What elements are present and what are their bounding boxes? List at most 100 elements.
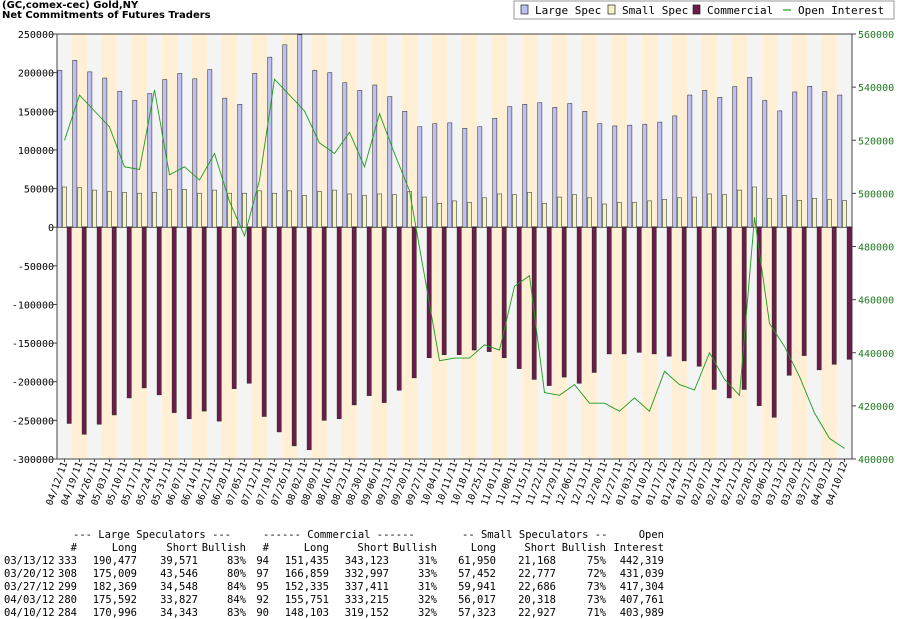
large-spec-bar <box>687 94 693 228</box>
commercial-bar <box>276 226 282 433</box>
commercial-bar <box>96 226 102 425</box>
large-spec-bar <box>627 124 633 228</box>
row-date: 03/13/12 <box>4 555 55 567</box>
table-cell: 337,411 <box>344 581 389 593</box>
large-spec-bar <box>507 106 513 228</box>
large-spec-bar <box>822 91 828 228</box>
commercial-bar <box>696 226 702 367</box>
commercial-bar <box>411 226 417 379</box>
small-spec-bar <box>422 196 427 228</box>
col-header: Short <box>166 542 198 554</box>
table-cell: 84% <box>227 581 246 593</box>
table-cell: 32% <box>418 607 437 619</box>
commercial-bar <box>141 226 147 389</box>
commercial-bar <box>561 226 567 378</box>
large-spec-bar <box>237 104 243 228</box>
small-spec-bar <box>797 200 802 228</box>
commercial-bar <box>576 226 582 384</box>
large-spec-bar <box>72 60 78 228</box>
large-spec-bar <box>762 100 768 228</box>
large-spec-bar <box>792 91 798 228</box>
large-spec-bar <box>657 121 663 228</box>
table-cell: 299 <box>58 581 77 593</box>
commercial-bar <box>801 226 807 356</box>
commercial-bar <box>441 226 447 355</box>
legend-swatch <box>520 4 529 15</box>
row-date: 03/20/12 <box>4 568 55 580</box>
table-group-header-row: --- Large Speculators --- ------ Commerci… <box>0 529 897 541</box>
table-cell: 31% <box>418 555 437 567</box>
large-spec-bar <box>582 111 588 228</box>
table-cell: 431,039 <box>619 568 664 580</box>
table-cell: 190,477 <box>92 555 137 567</box>
large-spec-bar <box>417 126 423 228</box>
legend: Large Spec Small Spec Commercial Open Inter… <box>513 0 895 20</box>
commercial-bar <box>651 226 657 355</box>
table-cell: 175,592 <box>92 594 137 606</box>
table-cell: 280 <box>58 594 77 606</box>
large-spec-bar <box>342 82 348 228</box>
commercial-bar <box>681 226 687 362</box>
chart-subtitle: Net Commitments of Futures Traders <box>2 10 211 21</box>
commercial-bar <box>471 226 477 351</box>
table-cell: 166,859 <box>284 568 329 580</box>
large-spec-bar <box>252 73 258 228</box>
table-cell: 319,152 <box>344 607 389 619</box>
small-spec-bar <box>302 195 307 228</box>
table-row: 04/03/12 280 175,592 33,827 84% 92 155,751 333,… <box>0 594 897 606</box>
small-spec-bar <box>722 194 727 228</box>
commercial-bar <box>291 226 297 447</box>
large-spec-bar <box>732 86 738 228</box>
small-spec-bar <box>557 196 562 228</box>
small-spec-bar <box>647 200 652 228</box>
cot-chart: 250000200000150000100000500000-50000-100… <box>12 0 895 507</box>
commercial-bar <box>261 226 267 417</box>
small-spec-bar <box>437 202 442 228</box>
small-spec-bar <box>842 200 847 228</box>
small-spec-bar <box>452 200 457 228</box>
legend-label: Commercial <box>707 4 773 17</box>
large-spec-bar <box>222 97 228 228</box>
large-spec-bar <box>477 126 483 228</box>
small-spec-bar <box>77 187 82 228</box>
left-axis-label: -100000 <box>12 300 54 311</box>
table-cell: 417,304 <box>619 581 664 593</box>
table-cell: 84% <box>227 594 246 606</box>
table-cell: 73% <box>587 594 606 606</box>
large-spec-bar <box>747 77 753 228</box>
large-spec-bar <box>642 124 648 228</box>
small-spec-bar <box>587 197 592 228</box>
right-axis-label: 480000 <box>858 243 894 254</box>
small-spec-bar <box>122 192 127 228</box>
group-header: --- Large Speculators --- <box>73 529 232 541</box>
left-axis-label: 250000 <box>18 30 54 41</box>
table-cell: 22,927 <box>518 607 556 619</box>
small-spec-bar <box>737 189 742 228</box>
col-header: Bullish <box>392 542 437 554</box>
large-spec-bar <box>522 104 528 228</box>
commercial-bar <box>246 226 252 384</box>
small-spec-bar <box>257 190 262 228</box>
small-spec-bar <box>287 190 292 228</box>
large-spec-bar <box>552 107 558 228</box>
small-spec-bar <box>812 198 817 228</box>
small-spec-bar <box>92 189 97 228</box>
group-header: Open <box>638 529 664 541</box>
commercial-bar <box>501 226 507 359</box>
col-header: # <box>70 542 77 554</box>
left-axis-label: -200000 <box>12 378 54 389</box>
small-spec-bar <box>707 193 712 228</box>
commercial-bar <box>456 226 462 355</box>
table-cell: 333 <box>58 555 77 567</box>
commercial-bar <box>846 226 852 360</box>
commercial-bar <box>321 226 327 421</box>
commercial-bar <box>531 226 537 380</box>
commercial-bar <box>786 226 792 376</box>
small-spec-bar <box>212 189 217 228</box>
small-spec-bar <box>182 189 187 228</box>
large-spec-bar <box>267 56 273 228</box>
small-spec-bar <box>62 186 67 228</box>
commercial-bar <box>171 226 177 413</box>
left-axis-label: -150000 <box>12 339 54 350</box>
col-header: Short <box>357 542 389 554</box>
